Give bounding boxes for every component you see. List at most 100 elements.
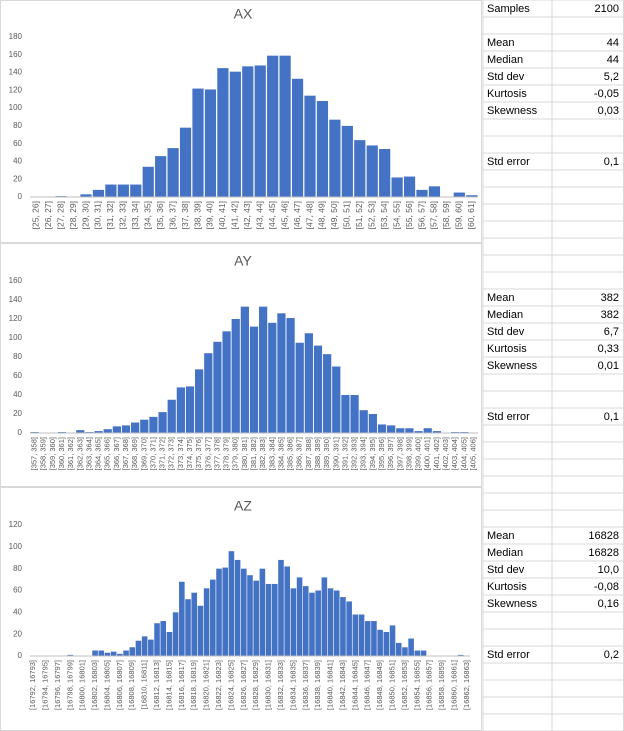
x-tick-label: [28, 29]	[68, 201, 78, 229]
x-tick-label: [374, 375]	[185, 437, 194, 470]
x-tick-label: [405, 406]	[468, 437, 477, 470]
y-tick-label: 40	[13, 607, 22, 616]
bar	[117, 184, 129, 197]
chart: AY 0 20 40 60 80 100 120 140 160 [357, 358] [358, 3…	[0, 243, 482, 487]
x-tick-label: [365, 366]	[103, 437, 112, 470]
bar	[383, 631, 390, 656]
x-tick-label: [359, 360]	[48, 437, 57, 470]
x-tick-label: [48, 49]	[317, 201, 327, 229]
y-tick-label: 60	[13, 586, 22, 595]
bar	[387, 425, 396, 433]
bar	[135, 640, 142, 656]
bar	[254, 65, 266, 197]
bar	[366, 145, 378, 197]
x-tick-label: [16794, 16795]	[40, 660, 49, 710]
cell-label: Mean	[487, 37, 515, 49]
x-tick-label: [54, 55]	[391, 201, 401, 229]
bar	[295, 342, 304, 433]
cell-label: Kurtosis	[487, 88, 527, 100]
bar	[112, 426, 121, 433]
cell-label: Kurtosis	[487, 581, 527, 593]
bar	[428, 186, 441, 197]
x-tick-label: [381, 382]	[249, 437, 258, 470]
bar	[309, 592, 315, 656]
bar	[121, 425, 131, 433]
bar	[92, 650, 98, 656]
bar	[195, 369, 204, 433]
x-tick-label: [36, 37]	[167, 201, 177, 229]
bar	[167, 399, 176, 433]
bar	[191, 592, 198, 656]
x-tick-label: [55, 56]	[404, 201, 414, 229]
cell-value: 16828	[588, 547, 619, 559]
bar	[234, 559, 241, 656]
y-tick-label: 160	[9, 276, 23, 285]
x-tick-label: [46, 47]	[292, 201, 302, 229]
x-tick-label: [16830, 16831]	[264, 660, 273, 710]
bar	[131, 422, 140, 433]
bar	[278, 559, 284, 656]
cell-value: 16828	[588, 530, 619, 542]
x-tick-label: [16848, 16849]	[375, 660, 384, 710]
bar	[416, 189, 428, 197]
bar	[358, 614, 365, 656]
bar	[315, 590, 321, 656]
bar	[204, 353, 213, 433]
bar	[321, 577, 328, 656]
cell-label: Samples	[487, 3, 530, 15]
bar	[364, 621, 371, 656]
x-tick-label: [16798, 16799]	[65, 660, 74, 710]
x-tick-label: [386, 387]	[295, 437, 304, 470]
cell-value: 5,2	[604, 71, 619, 83]
x-tick-label: [44, 45]	[267, 201, 277, 229]
bar	[341, 125, 353, 197]
chart-border	[0, 0, 482, 243]
x-tick-label: [372, 373]	[167, 437, 176, 470]
bar	[80, 194, 92, 197]
x-tick-label: [16858, 16859]	[437, 660, 446, 710]
bar	[103, 429, 112, 433]
x-tick-label: [33, 34]	[130, 201, 140, 229]
cell-label: Skewness	[487, 360, 538, 372]
bar	[229, 71, 241, 197]
y-tick-label: 20	[13, 174, 22, 183]
x-tick-label: [45, 46]	[279, 201, 289, 229]
bar	[160, 621, 167, 656]
x-tick-label: [40, 41]	[217, 201, 227, 229]
bar	[204, 89, 217, 197]
y-tick-label: 60	[13, 371, 22, 380]
chart: AZ 0 20 40 60 80 100 120 [16792, 16793] [16794, 1…	[0, 487, 482, 731]
cell-label: Median	[487, 54, 523, 66]
x-tick-label: [16796, 16797]	[53, 660, 62, 710]
bar	[228, 551, 235, 656]
y-tick-label: 0	[18, 192, 23, 201]
x-tick-label: [43, 44]	[254, 201, 264, 229]
chart-title: AY	[234, 253, 252, 269]
bar	[391, 177, 403, 197]
x-tick-label: [16854, 16855]	[412, 660, 421, 710]
cell-value: 2100	[595, 3, 619, 15]
x-tick-label: [390, 391]	[331, 437, 340, 470]
cell-value: 0,1	[604, 156, 619, 168]
bar	[76, 430, 85, 433]
y-tick-label: 120	[9, 85, 23, 94]
x-tick-label: [16816, 16817]	[177, 660, 186, 710]
bar	[389, 625, 396, 656]
bar	[166, 631, 173, 656]
x-tick-label: [361, 362]	[66, 437, 75, 470]
y-tick-label: 120	[9, 314, 23, 323]
y-tick-label: 80	[13, 121, 22, 130]
cell-value: 382	[601, 309, 619, 321]
x-tick-label: [371, 372]	[158, 437, 167, 470]
y-tick-label: 0	[18, 428, 23, 437]
bar	[259, 306, 268, 433]
x-tick-label: [25, 26]	[30, 201, 40, 229]
x-tick-label: [16844, 16845]	[350, 660, 359, 710]
bar	[242, 66, 254, 197]
bar	[253, 580, 259, 656]
x-tick-label: [57, 58]	[429, 201, 439, 229]
cell-value: -0,05	[594, 88, 619, 100]
x-tick-label: [368, 369]	[130, 437, 139, 470]
x-tick-label: [377, 378]	[212, 437, 221, 470]
y-tick-label: 20	[13, 629, 22, 638]
